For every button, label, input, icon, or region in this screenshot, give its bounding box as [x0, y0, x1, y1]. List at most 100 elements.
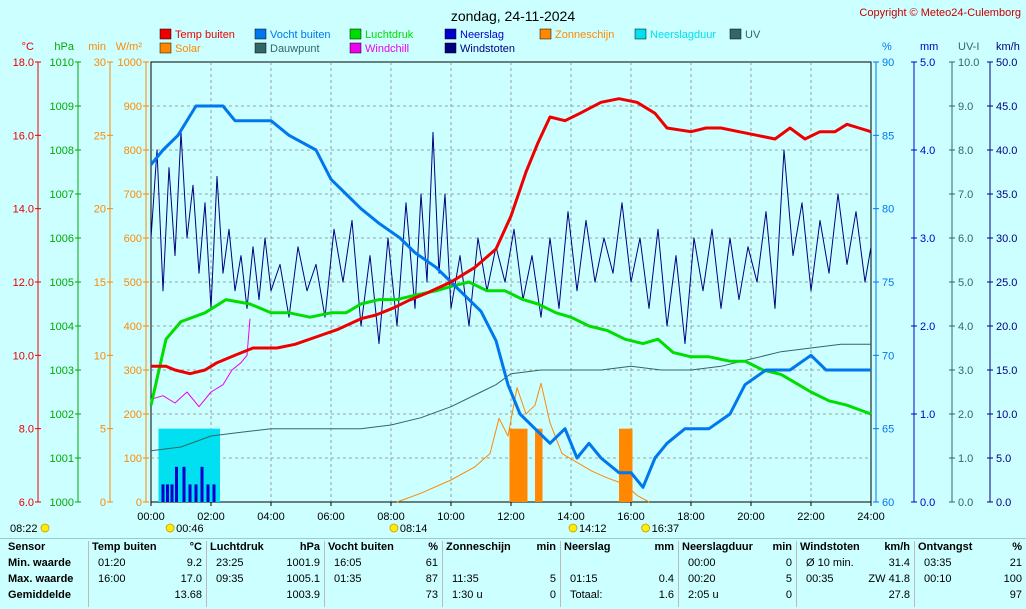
axis-tick-label: 1004	[50, 321, 74, 333]
x-axis-tick-label: 16:00	[617, 511, 645, 523]
stats-column-unit: min	[772, 541, 792, 553]
axis-tick-label: 20	[94, 204, 106, 216]
rain-bar	[206, 484, 210, 502]
stats-cell-value: 87	[425, 573, 438, 585]
stats-cell-value: 0	[549, 589, 556, 601]
series-line-windchill	[150, 318, 251, 408]
stats-column-header: Luchtdruk hPa	[210, 539, 320, 555]
x-axis-tick-label: 06:00	[317, 511, 345, 523]
copyright: Copyright © Meteo24-Culemborg	[859, 7, 1021, 19]
stats-column-header: Neerslag mm	[564, 539, 674, 555]
axis-tick-label: 700	[124, 189, 142, 201]
stats-cell: 09:35 1005.1	[210, 571, 320, 587]
stats-cell-value: 17.0	[180, 573, 202, 585]
rain-bar	[170, 484, 174, 502]
x-axis-tick-label: 24:00	[857, 511, 885, 523]
legend-label: Neerslagduur	[650, 29, 716, 41]
axis-tick-label: 100	[124, 453, 142, 465]
stats-column-title: Neerslag	[564, 541, 611, 553]
legend-label: Temp buiten	[175, 29, 235, 41]
stats-cell: 16:05 61	[328, 555, 438, 571]
stats-row-label: Gemiddelde	[8, 589, 71, 601]
sun-icon	[568, 523, 578, 533]
stats-separator	[324, 541, 325, 607]
axis-tick-label: 10.0	[996, 409, 1017, 421]
stats-cell-time: 16:05	[334, 557, 362, 569]
stats-cell-value: ZW 41.8	[868, 573, 910, 585]
event-time-label: 16:37	[652, 523, 680, 535]
stats-column-header: Temp buiten °C	[92, 539, 202, 555]
axis-tick-label: 1005	[50, 277, 74, 289]
rain-bar	[194, 484, 198, 502]
stats-cell-value: 5	[785, 573, 792, 585]
axis-tick-label: 10.0	[13, 350, 34, 362]
stats-cell-time: 00:35	[806, 573, 834, 585]
stats-column: Neerslagduur min 00:00 0 00:20 5 2:05 u 0	[682, 539, 792, 603]
event-time-label: 14:12	[579, 523, 607, 535]
bars-layer	[158, 428, 633, 502]
axis-tick-label: 80	[882, 204, 894, 216]
stats-cell-time: 23:25	[216, 557, 244, 569]
stats-cell: 00:00 0	[682, 555, 792, 571]
stats-cell-time: Ø 10 min.	[806, 557, 854, 569]
legend-swatch	[159, 28, 172, 40]
rain-bar	[212, 484, 216, 502]
x-axis-tick-label: 00:00	[137, 511, 165, 523]
axis-tick-label: 30	[94, 57, 106, 69]
axis-tick-label: 15	[94, 277, 106, 289]
stats-cell: 00:20 5	[682, 571, 792, 587]
legend-swatch	[349, 42, 362, 54]
axis-tick-label: 15.0	[996, 365, 1017, 377]
stats-column-header: Windstoten km/h	[800, 539, 910, 555]
x-axis-tick-label: 04:00	[257, 511, 285, 523]
stats-column-title: Zonneschijn	[446, 541, 511, 553]
stats-separator	[206, 541, 207, 607]
axis-tick-label: 1.0	[958, 453, 973, 465]
event-time-label: 00:46	[176, 523, 204, 535]
stats-cell-time	[328, 589, 334, 601]
stats-cell: 16:00 17.0	[92, 571, 202, 587]
stats-cell: 11:35 5	[446, 571, 556, 587]
legend-label: Neerslag	[460, 29, 504, 41]
stats-cell-value: 97	[1009, 589, 1022, 601]
stats-column-unit: %	[1012, 541, 1022, 553]
axis-unit-label: mm	[920, 41, 938, 53]
stats-cell-time	[564, 557, 570, 569]
stats-cell: 1003.9	[210, 587, 320, 603]
event-time-label: 08:14	[400, 523, 428, 535]
axis-tick-label: 1.0	[920, 409, 935, 421]
legend-label: Luchtdruk	[365, 29, 414, 41]
stats-cell-time: 16:00	[98, 573, 126, 585]
stats-cell-value: 31.4	[888, 557, 910, 569]
axis-unit-label: min	[88, 41, 106, 53]
stats-column-unit: mm	[654, 541, 674, 553]
axis-tick-label: 1000	[118, 57, 142, 69]
event-time-label: 08:22	[10, 523, 38, 535]
axis-tick-label: 65	[882, 424, 894, 436]
rain-bar	[200, 466, 204, 502]
stats-column: Vocht buiten% 16:05 61 01:35 87 73	[328, 539, 438, 603]
statistics-table: Sensor Min. waarde Max. waarde Gemiddelde Te…	[0, 538, 1026, 609]
stats-cell: 01:20 9.2	[92, 555, 202, 571]
stats-cell-time: 11:35	[452, 573, 479, 585]
axis-tick-label: 45.0	[996, 101, 1017, 113]
axis-tick-label: 5.0	[996, 453, 1011, 465]
axis-tick-label: 30.0	[996, 233, 1017, 245]
stats-cell: 01:35 87	[328, 571, 438, 587]
legend-swatch	[634, 28, 647, 40]
axis-tick-label: 18.0	[13, 57, 34, 69]
stats-cell-value: 100	[1003, 573, 1022, 585]
stats-cell-time: 01:20	[98, 557, 126, 569]
axis-unit-label: °C	[22, 41, 34, 53]
axis-unit-label: km/h	[996, 41, 1020, 53]
axis-tick-label: 1002	[50, 409, 74, 421]
axis-tick-label: 8.0	[19, 424, 34, 436]
series-line-solar	[396, 382, 650, 503]
axis-tick-label: 9.0	[958, 101, 973, 113]
stats-cell: 01:15 0.4	[564, 571, 674, 587]
stats-cell-time: 1:30 u	[452, 589, 483, 601]
stats-column-title: Windstoten	[800, 541, 860, 553]
axes-layer: °C 18.0 16.0 14.0 12.0 10.0 8.0 6.0 hPa 1010 1009 1…	[13, 41, 1020, 523]
chart-title: zondag, 24-11-2024	[451, 8, 575, 24]
stats-cell-time: 00:00	[688, 557, 716, 569]
